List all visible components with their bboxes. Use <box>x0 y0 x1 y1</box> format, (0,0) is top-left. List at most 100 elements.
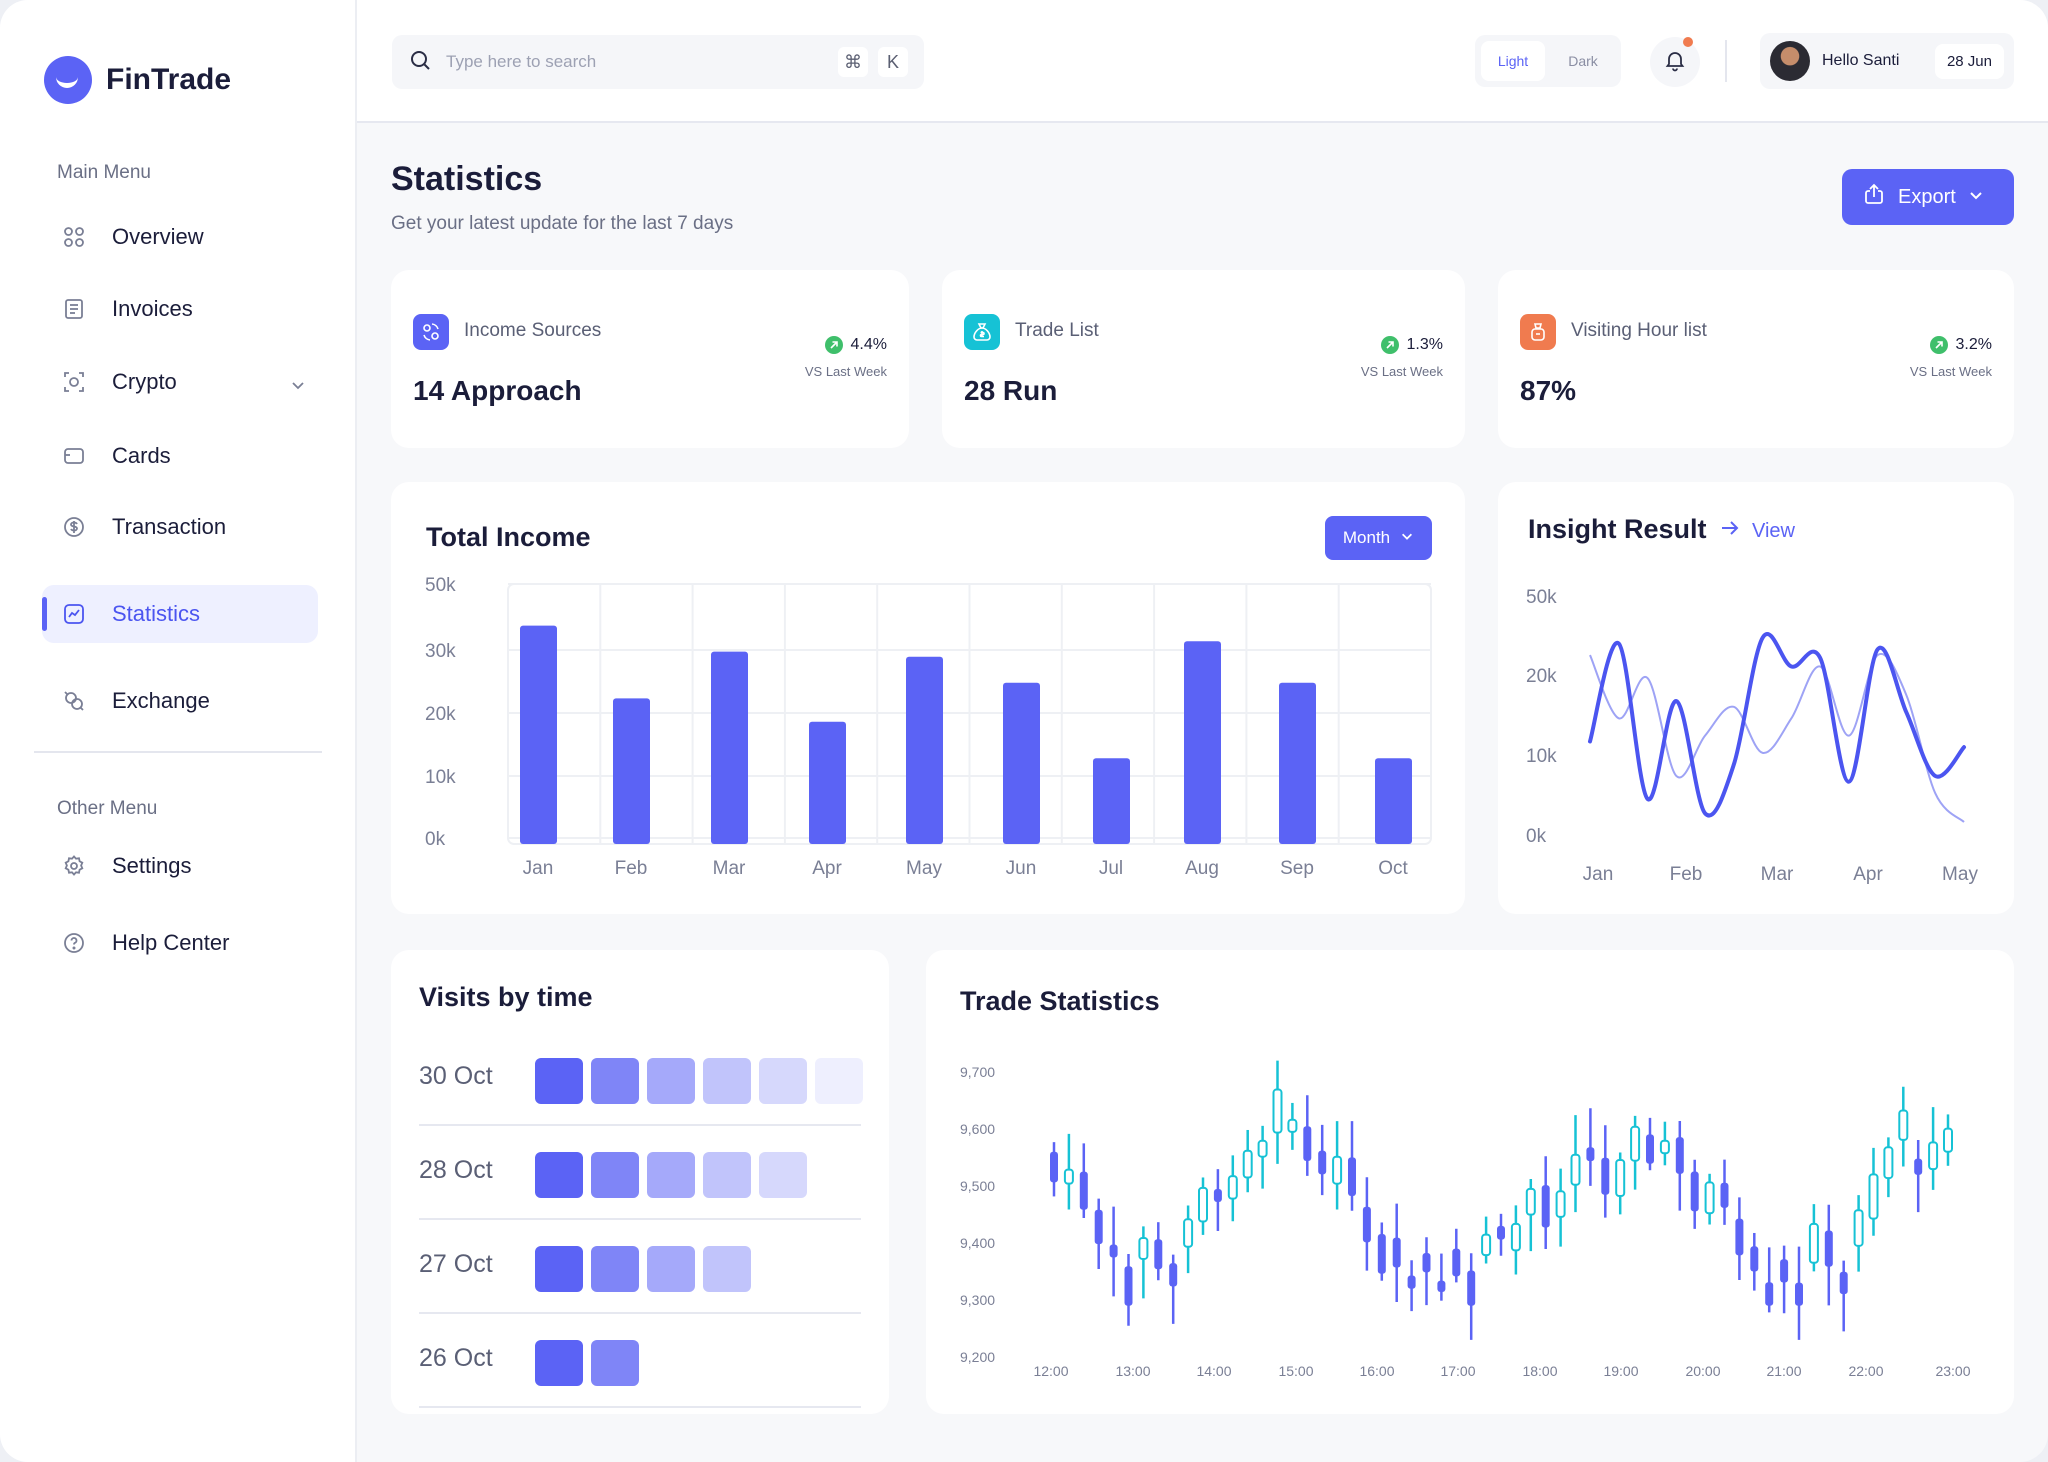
candle-body[interactable] <box>1914 1158 1923 1175</box>
avatar[interactable] <box>1770 41 1810 81</box>
candle-body[interactable] <box>1497 1225 1505 1240</box>
candle-body[interactable] <box>1510 1222 1521 1252</box>
export-button[interactable]: Export <box>1842 169 2014 225</box>
search-input[interactable] <box>446 52 828 72</box>
candle-body[interactable] <box>1808 1222 1819 1264</box>
candle-body[interactable] <box>1362 1206 1371 1243</box>
candle-body[interactable] <box>1332 1155 1343 1185</box>
candle-body[interactable] <box>1928 1141 1939 1171</box>
bar-aug[interactable] <box>1184 641 1221 844</box>
bar-jun[interactable] <box>1003 682 1040 844</box>
candle-body[interactable] <box>1675 1137 1684 1174</box>
candle-body[interactable] <box>1063 1168 1074 1185</box>
candle-body[interactable] <box>1452 1248 1461 1277</box>
period-select[interactable]: Month <box>1325 516 1432 560</box>
candle-body[interactable] <box>1348 1157 1356 1196</box>
candle-body[interactable] <box>1407 1275 1416 1289</box>
candle-body[interactable] <box>1750 1246 1759 1272</box>
heatmap-cell[interactable] <box>535 1340 583 1386</box>
candle-body[interactable] <box>1138 1236 1149 1260</box>
candle-body[interactable] <box>1720 1182 1729 1208</box>
candle-body[interactable] <box>1943 1127 1953 1153</box>
candle-body[interactable] <box>1780 1259 1789 1283</box>
candle-body[interactable] <box>1094 1209 1103 1245</box>
candle-body[interactable] <box>1735 1218 1744 1256</box>
heatmap-cell[interactable] <box>591 1058 639 1104</box>
candle-body[interactable] <box>1050 1151 1058 1183</box>
heatmap-cell[interactable] <box>535 1058 583 1104</box>
bar-oct[interactable] <box>1375 758 1412 844</box>
candle-body[interactable] <box>1795 1282 1803 1306</box>
bar-jan[interactable] <box>520 625 557 844</box>
candle-body[interactable] <box>1169 1263 1178 1287</box>
candle-body[interactable] <box>1541 1185 1550 1228</box>
bar-mar[interactable] <box>711 651 748 844</box>
candle-body[interactable] <box>1555 1190 1566 1218</box>
candle-body[interactable] <box>1615 1158 1626 1198</box>
heatmap-cell[interactable] <box>535 1152 583 1198</box>
bar-feb[interactable] <box>613 698 650 844</box>
candle-body[interactable] <box>1824 1230 1833 1267</box>
candle-body[interactable] <box>1481 1233 1492 1257</box>
notification-button[interactable] <box>1650 37 1700 87</box>
theme-dark-option[interactable]: Dark <box>1568 53 1598 69</box>
heatmap-cell[interactable] <box>591 1246 639 1292</box>
candle-body[interactable] <box>1392 1237 1401 1268</box>
candle-body[interactable] <box>1109 1244 1118 1258</box>
sidebar-item-cards[interactable]: Cards <box>42 427 318 485</box>
bar-jul[interactable] <box>1093 758 1130 844</box>
candle-body[interactable] <box>1422 1253 1431 1273</box>
heatmap-cell[interactable] <box>647 1152 695 1198</box>
candle-body[interactable] <box>1839 1271 1848 1295</box>
candle-body[interactable] <box>1646 1134 1654 1164</box>
sidebar-item-exchange[interactable]: Exchange <box>42 672 318 730</box>
candle-body[interactable] <box>1318 1150 1327 1175</box>
theme-light-option[interactable]: Light <box>1481 41 1545 81</box>
sidebar-item-transaction[interactable]: Transaction <box>42 498 318 556</box>
candle-body[interactable] <box>1853 1209 1864 1247</box>
candle-body[interactable] <box>1601 1157 1610 1195</box>
heatmap-cell[interactable] <box>815 1058 863 1104</box>
brand[interactable]: FinTrade <box>44 56 231 104</box>
candle-body[interactable] <box>1272 1088 1283 1134</box>
bar-may[interactable] <box>906 656 943 844</box>
heatmap-cell[interactable] <box>703 1246 751 1292</box>
sidebar-item-invoices[interactable]: Invoices <box>42 280 318 338</box>
heatmap-cell[interactable] <box>759 1152 807 1198</box>
heatmap-cell[interactable] <box>591 1152 639 1198</box>
candle-body[interactable] <box>1868 1173 1879 1220</box>
candle-body[interactable] <box>1227 1175 1238 1200</box>
user-profile[interactable]: Hello Santi 28 Jun <box>1760 33 2014 89</box>
candle-body[interactable] <box>1183 1218 1194 1248</box>
candle-body[interactable] <box>1765 1282 1774 1306</box>
search-box[interactable]: ⌘ K <box>392 35 924 89</box>
candle-body[interactable] <box>1287 1118 1298 1133</box>
candle-body[interactable] <box>1883 1146 1894 1180</box>
candle-body[interactable] <box>1437 1280 1446 1293</box>
candle-body[interactable] <box>1303 1126 1312 1162</box>
candle-body[interactable] <box>1704 1181 1715 1215</box>
theme-toggle[interactable]: Light Dark <box>1475 35 1621 87</box>
candle-body[interactable] <box>1079 1171 1088 1210</box>
candle-body[interactable] <box>1630 1125 1641 1162</box>
candle-body[interactable] <box>1124 1266 1133 1306</box>
heatmap-cell[interactable] <box>647 1058 695 1104</box>
candle-body[interactable] <box>1690 1171 1699 1212</box>
chevron-down-icon[interactable] <box>290 373 306 399</box>
sidebar-item-help-center[interactable]: Help Center <box>42 914 318 972</box>
bar-sep[interactable] <box>1279 682 1316 844</box>
candle-body[interactable] <box>1525 1187 1536 1216</box>
sidebar-item-crypto[interactable]: Crypto <box>42 353 318 411</box>
candle-body[interactable] <box>1467 1270 1476 1306</box>
candle-body[interactable] <box>1213 1188 1222 1202</box>
candle-body[interactable] <box>1242 1149 1253 1179</box>
candle-body[interactable] <box>1377 1233 1386 1274</box>
candle-body[interactable] <box>1257 1139 1268 1158</box>
sidebar-item-statistics[interactable]: Statistics <box>42 585 318 643</box>
candle-body[interactable] <box>1570 1153 1581 1186</box>
heatmap-cell[interactable] <box>759 1058 807 1104</box>
bar-apr[interactable] <box>809 721 846 844</box>
heatmap-cell[interactable] <box>647 1246 695 1292</box>
candle-body[interactable] <box>1154 1239 1163 1270</box>
sidebar-item-overview[interactable]: Overview <box>42 208 318 266</box>
